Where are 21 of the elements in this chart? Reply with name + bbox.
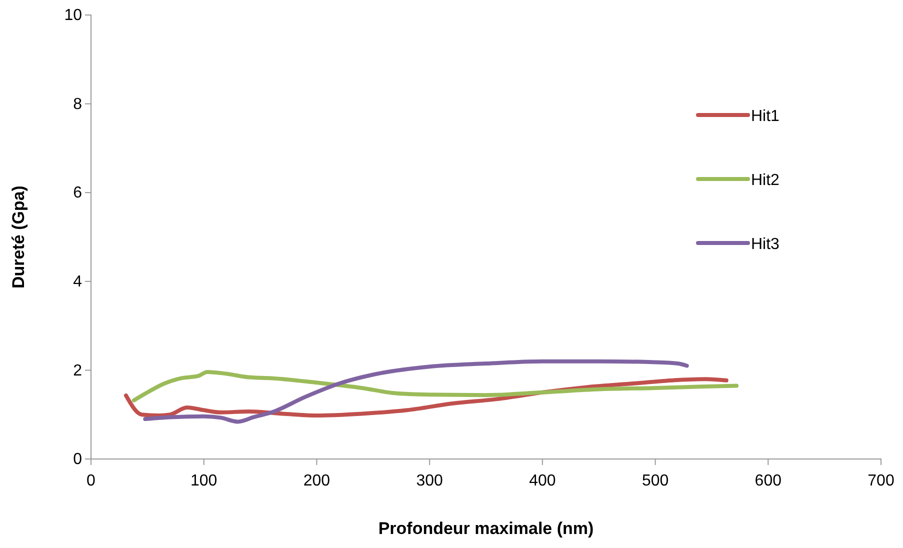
- y-axis-title: Dureté (Gpa): [9, 186, 28, 288]
- x-tick-label: 500: [642, 472, 669, 490]
- y-tick-label: 4: [73, 274, 82, 291]
- legend-label: Hit2: [751, 172, 780, 189]
- y-tick-label: 8: [73, 96, 82, 113]
- line-series: [132, 370, 739, 402]
- x-tick-label: 400: [529, 472, 556, 490]
- x-tick-label: 700: [868, 472, 894, 490]
- legend-label: Hit1: [751, 108, 780, 125]
- x-tick-label: 0: [86, 472, 96, 490]
- x-tick-label: 600: [754, 472, 782, 490]
- y-tick-label: 10: [64, 7, 82, 24]
- line-series: [143, 359, 689, 424]
- x-tick-label: 200: [303, 472, 330, 490]
- x-tick-label: 100: [190, 472, 218, 490]
- y-tick-label: 2: [73, 362, 82, 380]
- y-tick-label: 6: [73, 184, 82, 202]
- x-axis-title: Profondeur maximale (nm): [378, 519, 594, 538]
- x-tick-label: 300: [416, 472, 444, 490]
- legend-label: Hit3: [751, 236, 780, 253]
- y-tick-label: 0: [73, 451, 82, 468]
